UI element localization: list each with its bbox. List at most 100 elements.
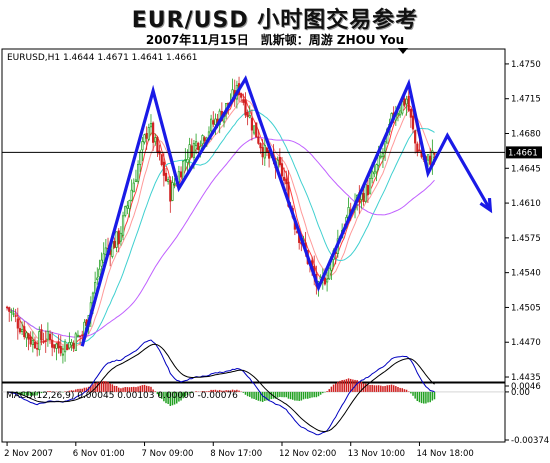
current-price-badge	[506, 146, 542, 159]
candle-body	[179, 171, 183, 178]
moving-average-line	[6, 98, 435, 348]
candle-body	[18, 328, 22, 333]
candle-body	[263, 144, 266, 159]
candle-body	[143, 134, 146, 143]
candle-body	[141, 141, 144, 151]
candle-body	[16, 318, 19, 329]
candle-body	[373, 171, 376, 175]
candle-body	[192, 143, 196, 159]
candle-body	[117, 230, 120, 244]
candle-body	[242, 99, 245, 103]
candle-body	[70, 341, 73, 346]
y-tick-label: 1.4680	[511, 130, 541, 140]
y-tick-label: 1.4540	[511, 269, 541, 279]
x-tick-label: 12 Nov 02:00	[279, 449, 336, 459]
candle-body	[57, 341, 60, 349]
candle-body	[328, 267, 331, 280]
candle-body	[280, 163, 284, 177]
candle-body	[323, 277, 327, 285]
x-tick-label: 8 Nov 17:00	[210, 449, 262, 459]
macd-tick-label: 0.00	[511, 388, 530, 398]
symbol-info: EURUSD,H1 1.4644 1.4671 1.4641 1.4661	[7, 53, 198, 63]
candle-body	[184, 159, 187, 161]
candle-body	[68, 342, 71, 349]
candle-body	[188, 144, 191, 159]
candle-body	[63, 341, 67, 353]
candle-body	[190, 145, 193, 158]
candle-body	[250, 117, 254, 131]
candle-body	[433, 153, 436, 155]
candle-body	[55, 343, 58, 349]
candle-body	[244, 99, 247, 116]
candle-body	[283, 176, 286, 181]
candle-body	[44, 340, 47, 342]
candle-body	[72, 342, 75, 349]
candle-body	[248, 115, 251, 118]
candle-body	[278, 157, 281, 166]
candle-body	[167, 179, 170, 183]
candle-body	[246, 112, 249, 117]
candle-body	[29, 336, 32, 345]
candle-body	[214, 118, 217, 125]
macd-info: MACD(12,26,9) 0.00045 0.00103 0.00000 -0…	[6, 391, 238, 401]
candle-body	[368, 177, 372, 194]
candle-body	[201, 135, 204, 145]
x-tick-label: 2 Nov 2007	[4, 449, 53, 459]
y-tick-label: 1.4645	[511, 164, 541, 174]
y-tick-label: 1.4435	[511, 373, 541, 383]
candle-body	[405, 98, 408, 105]
candle-body	[36, 348, 39, 350]
candle-body	[371, 171, 374, 179]
y-tick-label: 1.4715	[511, 95, 541, 105]
candle-body	[98, 268, 101, 278]
candle-body	[53, 344, 56, 349]
candle-body	[411, 115, 415, 130]
moving-average-line	[6, 109, 435, 345]
candle-body	[418, 149, 421, 152]
chart-title: EUR/USD 小时图交易参考	[131, 8, 419, 33]
candle-body	[94, 282, 97, 294]
candle-body	[38, 331, 41, 351]
candle-body	[81, 334, 84, 336]
candle-body	[42, 341, 45, 343]
candle-body	[169, 180, 172, 202]
candle-body	[396, 112, 400, 116]
candle-body	[212, 120, 215, 125]
candle-body	[383, 140, 387, 152]
candle-body	[414, 130, 417, 144]
candle-body	[136, 163, 140, 182]
macd-signal-line	[7, 343, 435, 433]
candle-body	[325, 278, 329, 283]
candle-body	[145, 133, 148, 139]
candle-body	[25, 332, 28, 339]
candle-body	[154, 137, 157, 143]
candle-body	[8, 307, 11, 312]
candle-body	[126, 205, 129, 209]
candle-body	[113, 240, 116, 248]
candle-body	[259, 143, 262, 149]
forecast-arrow-head-icon	[479, 197, 493, 214]
candle-body	[182, 160, 185, 180]
candle-body	[403, 98, 406, 106]
candle-body	[51, 339, 54, 348]
forecast-zigzag-line	[80, 75, 492, 347]
candle-body	[5, 306, 9, 309]
candle-body	[399, 110, 402, 116]
candle-body	[12, 313, 15, 315]
y-tick-label: 1.4575	[511, 234, 541, 244]
candle-body	[255, 122, 258, 138]
candle-body	[156, 136, 159, 153]
candle-body	[132, 182, 135, 193]
candle-body	[426, 154, 430, 161]
candle-body	[375, 164, 378, 173]
candle-body	[10, 311, 13, 313]
candle-body	[409, 108, 412, 118]
candle-body	[147, 127, 150, 140]
candle-body	[124, 206, 127, 216]
candle-body	[362, 193, 365, 202]
candle-body	[74, 333, 77, 351]
candle-body	[164, 172, 168, 182]
axis-layer: 1.4435 1.4470 1.4505 1.4540 1.4575 1.4610 1.46…	[4, 60, 549, 459]
candle-body	[177, 171, 181, 183]
